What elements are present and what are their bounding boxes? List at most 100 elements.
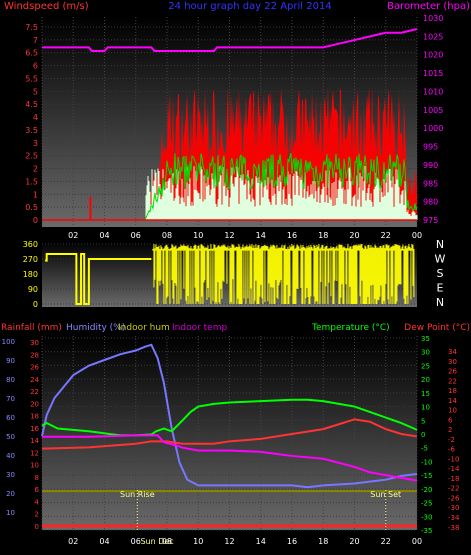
temp-tick-label: 10 — [421, 404, 430, 412]
rain-tick-label: 30 — [30, 339, 39, 347]
compass-label: N — [436, 238, 444, 251]
rain-tick-label: 14 — [30, 437, 39, 445]
dewpoint-tick-label: -34 — [448, 514, 460, 522]
rain-tick-label: 10 — [30, 462, 39, 470]
baro-tick-label: 1030 — [423, 14, 443, 23]
humidity-tick-label: 30 — [6, 471, 15, 479]
barometer-line — [42, 28, 418, 53]
dewpoint-tick-label: 18 — [448, 387, 457, 395]
temp-tick-label: -30 — [421, 513, 432, 521]
dewpoint-tick-label: 14 — [448, 397, 457, 405]
baro-tick-label: 980 — [423, 198, 438, 207]
temp-tick-label: 35 — [421, 335, 430, 343]
x-tick-label: 22 — [381, 537, 391, 546]
sun-annotation: Sun Rise — [120, 490, 155, 499]
x-tick-label: 06 — [131, 231, 141, 240]
rain-tick-label: 4 — [35, 498, 40, 506]
x-tick-label: 18 — [318, 537, 328, 546]
wind-tick-label: 1 — [33, 190, 38, 199]
x-tick-label: 14 — [256, 231, 266, 240]
wind-tick-label: 6 — [33, 62, 38, 71]
baro-tick-label: 1010 — [423, 87, 443, 96]
baro-tick-label: 995 — [423, 143, 438, 152]
baro-tick-label: 1000 — [423, 124, 443, 133]
humidity-tick-label: 100 — [2, 338, 15, 346]
humidity-tick-label: 50 — [6, 433, 15, 441]
compass-label: N — [436, 296, 444, 309]
temp-tick-label: -15 — [421, 472, 432, 480]
compass-label: W — [435, 253, 446, 266]
x-tick-label: 16 — [287, 231, 297, 240]
rain-tick-label: 28 — [30, 351, 39, 359]
sun-annotation: Sun Dec — [140, 537, 173, 546]
x-tick-label: 22 — [381, 231, 391, 240]
wind-tick-label: 0 — [33, 216, 38, 225]
wind-tick-label: 1.5 — [25, 177, 38, 186]
humidity-tick-label: 40 — [6, 452, 15, 460]
baro-tick-label: 975 — [423, 216, 438, 225]
direction-line — [45, 253, 88, 305]
x-tick-label: 02 — [68, 231, 78, 240]
x-tick-label: 08 — [162, 231, 172, 240]
dewpoint-tick-label: 26 — [448, 368, 457, 376]
rain-tick-label: 20 — [30, 400, 39, 408]
wind-tick-label: 4.5 — [25, 100, 38, 109]
temp-tick-label: 5 — [421, 417, 425, 425]
temp-tick-label: -5 — [421, 445, 428, 453]
temp-tick-label: -25 — [421, 500, 432, 508]
indoor-hum-title: Indoor hum — [118, 323, 170, 333]
dewpoint-tick-label: -2 — [448, 436, 455, 444]
dewpoint-tick-label: -30 — [448, 504, 459, 512]
humidity-tick-label: 90 — [6, 357, 15, 365]
wind-tick-label: 7.5 — [25, 23, 38, 32]
x-tick-label: 06 — [131, 537, 141, 546]
dewpoint-tick-label: -22 — [448, 485, 459, 493]
humidity-tick-label: 80 — [6, 376, 15, 384]
rain-tick-label: 26 — [30, 364, 39, 372]
x-tick-label: 16 — [287, 537, 297, 546]
humidity-axis-title: Humidity (%) — [66, 323, 125, 333]
humidity-tick-label: 20 — [6, 490, 15, 498]
rain-tick-label: 6 — [35, 486, 40, 494]
dewpoint-tick-label: -18 — [448, 475, 459, 483]
compass-label: E — [437, 282, 444, 295]
baro-tick-label: 1015 — [423, 69, 443, 78]
x-tick-label: 00 — [412, 231, 422, 240]
x-tick-label: 10 — [193, 537, 203, 546]
direction-tick-label: 180 — [23, 270, 38, 279]
rain-tick-label: 0 — [35, 523, 39, 531]
temp-axis-title: Temperature (°C) — [311, 323, 390, 333]
rain-axis-title: Rainfall (mm) — [1, 323, 62, 333]
temp-tick-label: -10 — [421, 458, 432, 466]
humidity-tick-label: 60 — [6, 414, 15, 422]
temp-tick-label: 30 — [421, 349, 430, 357]
direction-tick-label: 360 — [23, 240, 38, 249]
x-tick-label: 10 — [193, 231, 203, 240]
wind-tick-label: 4 — [33, 113, 38, 122]
direction-tick-label: 270 — [23, 255, 38, 264]
baro-tick-label: 1020 — [423, 51, 443, 60]
x-tick-label: 20 — [349, 537, 359, 546]
dewpoint-tick-label: 30 — [448, 358, 457, 366]
x-tick-label: 20 — [349, 231, 359, 240]
x-tick-label: 14 — [256, 537, 266, 546]
series-line — [41, 343, 418, 489]
temp-tick-label: 25 — [421, 362, 430, 370]
rain-tick-label: 22 — [30, 388, 39, 396]
dewpoint-tick-label: -14 — [448, 465, 460, 473]
sun-annotation: Sun Set — [370, 490, 401, 499]
baro-tick-label: 1025 — [423, 32, 443, 41]
direction-tick-label: 90 — [28, 285, 38, 294]
baro-tick-label: 1005 — [423, 106, 443, 115]
dewpoint-tick-label: -10 — [448, 455, 459, 463]
series-line — [42, 434, 418, 482]
baro-tick-label: 985 — [423, 179, 438, 188]
dewpoint-tick-label: 10 — [448, 407, 457, 415]
humidity-tick-label: 70 — [6, 395, 15, 403]
x-tick-label: 02 — [68, 537, 78, 546]
rain-tick-label: 2 — [35, 511, 39, 519]
dewpoint-tick-label: -6 — [448, 446, 456, 454]
dewpoint-tick-label: 34 — [448, 348, 457, 356]
rain-tick-label: 24 — [30, 376, 39, 384]
x-tick-label: 12 — [224, 231, 234, 240]
